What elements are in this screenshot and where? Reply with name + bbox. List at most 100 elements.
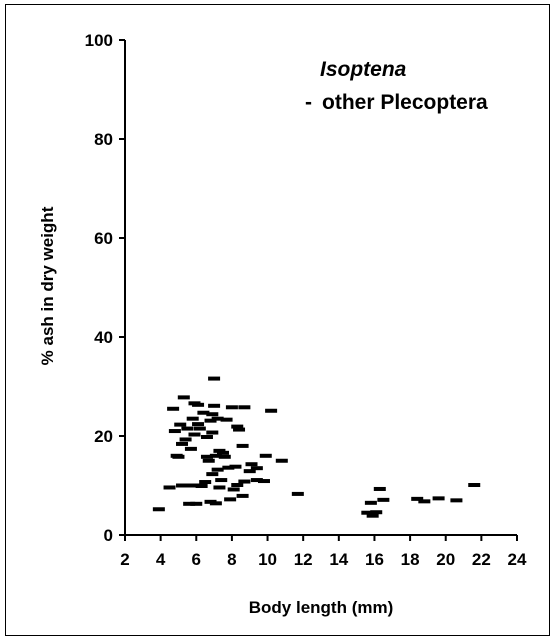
data-point [222,465,235,470]
data-point [432,496,445,501]
data-point [174,422,187,427]
data-point [209,453,222,458]
chart-frame [5,4,550,636]
data-point [250,466,263,471]
data-point [361,510,374,515]
data-point [209,501,222,506]
data-points [152,376,481,518]
data-point [225,405,238,410]
data-point [257,479,270,484]
data-point [265,408,278,413]
data-point [373,486,386,491]
data-point [193,426,206,431]
data-point [192,402,205,407]
x-tick-label: 4 [156,550,166,569]
data-point [231,483,244,488]
data-point [197,410,210,415]
data-point [152,507,165,512]
data-point [213,485,226,490]
data-point [204,418,217,423]
x-tick-label: 2 [120,550,129,569]
data-point [468,483,481,488]
data-point [208,403,221,408]
y-tick-label: 20 [94,427,113,446]
x-tick-label: 10 [258,550,277,569]
data-point [179,437,192,442]
y-tick-label: 40 [94,328,113,347]
legend-label-other-plecoptera: other Plecoptera [322,91,488,114]
data-point [215,478,228,483]
data-point [200,434,213,439]
data-point [275,458,288,463]
data-point [199,480,212,485]
x-tick-label: 22 [472,550,491,569]
data-point [211,467,224,472]
data-point [291,491,304,496]
data-point [236,493,249,498]
data-point [172,454,185,459]
data-point [192,422,205,427]
data-point [206,412,219,417]
data-point [208,376,221,381]
data-point [250,478,263,483]
y-tick-label: 100 [85,31,113,50]
x-axis-title: Body length (mm) [249,598,394,617]
y-tick-label: 80 [94,130,113,149]
legend: Isoptena - other Plecoptera [305,58,488,114]
data-point [168,429,181,434]
data-point [229,464,242,469]
data-point [238,405,251,410]
data-point [176,441,189,446]
data-point [218,454,231,459]
data-point [200,454,213,459]
data-point [259,453,272,458]
data-point [418,499,431,504]
x-tick-label: 18 [401,550,420,569]
data-point [184,446,197,451]
y-tick-label: 60 [94,229,113,248]
y-axis-title: % ash in dry weight [38,206,57,365]
data-point [227,487,240,492]
legend-title-isoptena: Isoptena [320,58,407,81]
x-tick-label: 12 [294,550,313,569]
x-tick-label: 24 [508,550,527,569]
data-point [370,510,383,515]
data-point [220,417,233,422]
data-point [206,430,219,435]
data-point [206,472,219,477]
legend-marker: - [305,91,312,114]
y-tick-label: 0 [104,526,113,545]
x-tick-label: 14 [329,550,348,569]
x-tick-label: 6 [192,550,201,569]
data-point [411,496,424,501]
data-point [167,406,180,411]
data-point [450,498,463,503]
data-point [233,427,246,432]
data-point [243,469,256,474]
x-tick-label: 8 [227,550,236,569]
x-tick-label: 16 [365,550,384,569]
data-point [211,416,224,421]
data-point [245,462,258,467]
data-point [181,426,194,431]
data-point [238,479,251,484]
x-tick-label: 20 [436,550,455,569]
data-point [217,450,229,455]
data-point [195,483,208,488]
x-ticks: 2 4 6 8 10 12 14 16 18 20 22 24 [120,535,527,569]
data-point [163,485,176,490]
data-point [177,395,190,400]
data-point [231,424,244,429]
data-point [202,458,215,463]
data-point [183,483,196,488]
data-point [183,501,196,506]
data-point [186,416,199,421]
data-point [236,443,249,448]
data-point [224,497,237,502]
data-point [366,513,379,518]
data-point [377,497,390,502]
y-ticks: 0 20 40 60 80 100 [85,31,125,545]
data-point [188,432,201,437]
data-point [364,500,377,505]
